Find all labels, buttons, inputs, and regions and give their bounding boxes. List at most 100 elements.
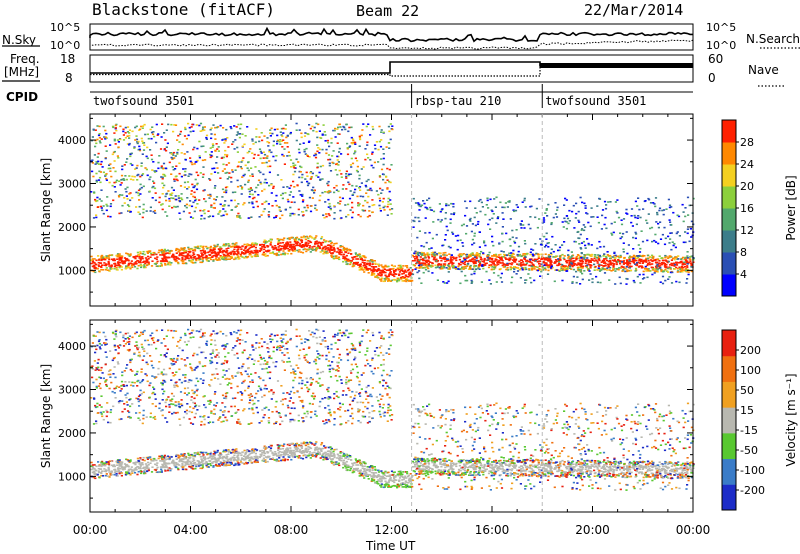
power-data-point <box>580 260 583 262</box>
power-data-point <box>192 201 195 204</box>
power-data-point <box>439 263 442 266</box>
power-data-point <box>380 278 383 281</box>
power-data-point <box>111 184 114 187</box>
power-data-point <box>461 245 465 247</box>
power-data-point <box>280 247 283 250</box>
power-data-point <box>326 191 329 193</box>
power-data-point <box>610 270 613 272</box>
power-data-point <box>405 271 408 273</box>
power-data-point <box>571 281 574 283</box>
power-data-point <box>253 196 256 199</box>
power-data-point <box>267 145 270 147</box>
power-data-point <box>265 182 268 184</box>
power-data-point <box>306 184 310 187</box>
velocity-data-point <box>335 448 338 451</box>
power-data-point <box>128 209 131 212</box>
cpid-segment-label: twofsound 3501 <box>93 94 194 108</box>
power-data-point <box>263 246 267 249</box>
power-data-point <box>517 245 521 248</box>
power-data-point <box>181 143 184 146</box>
power-data-point <box>235 253 238 255</box>
power-data-point <box>109 215 112 218</box>
power-data-point <box>277 238 280 241</box>
power-data-point <box>327 158 330 161</box>
power-data-point <box>172 197 175 200</box>
power-data-point <box>181 262 184 265</box>
power-data-point <box>314 204 317 207</box>
power-data-point <box>435 253 439 255</box>
power-data-point <box>198 156 201 159</box>
power-data-point <box>657 242 660 245</box>
power-data-point <box>327 240 330 243</box>
power-data-point <box>603 262 606 264</box>
power-data-point <box>684 207 687 209</box>
power-data-point <box>298 151 301 154</box>
power-data-point <box>120 268 123 271</box>
power-data-point <box>180 252 183 255</box>
power-data-point <box>142 185 145 188</box>
power-data-point <box>614 201 617 203</box>
power-data-point <box>310 248 313 250</box>
power-data-point <box>214 245 217 248</box>
power-data-point <box>417 254 420 257</box>
power-data-point <box>141 257 144 260</box>
power-data-point <box>608 255 611 257</box>
power-data-point <box>618 276 621 279</box>
power-data-point <box>168 256 171 259</box>
power-data-point <box>234 139 237 141</box>
power-data-point <box>199 122 203 125</box>
power-data-point <box>444 264 447 267</box>
power-data-point <box>121 168 124 171</box>
power-data-point <box>372 166 375 169</box>
power-data-point <box>187 134 190 137</box>
power-data-point <box>222 244 225 247</box>
power-data-point <box>137 140 140 143</box>
power-data-point <box>382 157 385 160</box>
power-data-point <box>437 265 440 267</box>
power-data-point <box>207 216 210 218</box>
power-data-point <box>593 269 596 271</box>
power-data-point <box>160 136 163 138</box>
power-data-point <box>399 264 402 267</box>
power-data-point <box>563 217 566 220</box>
power-data-point <box>188 254 191 257</box>
power-data-point <box>314 236 317 239</box>
power-data-point <box>152 210 155 213</box>
power-data-point <box>672 262 676 265</box>
power-data-point <box>578 243 581 245</box>
power-data-point <box>469 264 472 267</box>
power-data-point <box>491 240 494 243</box>
power-data-point <box>558 260 561 263</box>
power-data-point <box>292 173 295 176</box>
power-data-point <box>175 249 178 252</box>
power-data-point <box>139 259 142 261</box>
power-data-point <box>113 186 116 188</box>
power-data-point <box>105 177 108 180</box>
power-data-point <box>407 273 410 276</box>
power-data-point <box>109 170 112 172</box>
power-data-point <box>270 151 273 154</box>
power-data-point <box>688 240 691 243</box>
power-data-point <box>325 215 328 218</box>
power-data-point <box>671 257 675 260</box>
power-data-point <box>124 188 127 190</box>
power-data-point <box>210 206 213 208</box>
power-data-point <box>523 240 526 242</box>
power-data-point <box>173 178 176 181</box>
power-data-point <box>237 245 240 248</box>
power-data-point <box>171 192 174 194</box>
power-data-point <box>267 211 271 213</box>
power-data-point <box>450 254 453 256</box>
power-data-point <box>251 245 254 248</box>
power-data-point <box>445 225 448 228</box>
power-data-point <box>370 269 373 272</box>
velocity-data-point <box>473 467 476 469</box>
power-data-point <box>634 231 637 234</box>
power-data-point <box>100 255 103 258</box>
power-data-point <box>227 252 230 255</box>
power-data-point <box>146 157 149 160</box>
power-data-point <box>574 241 577 243</box>
power-data-point <box>383 268 386 271</box>
power-data-point <box>513 258 516 261</box>
power-data-point <box>543 246 547 248</box>
